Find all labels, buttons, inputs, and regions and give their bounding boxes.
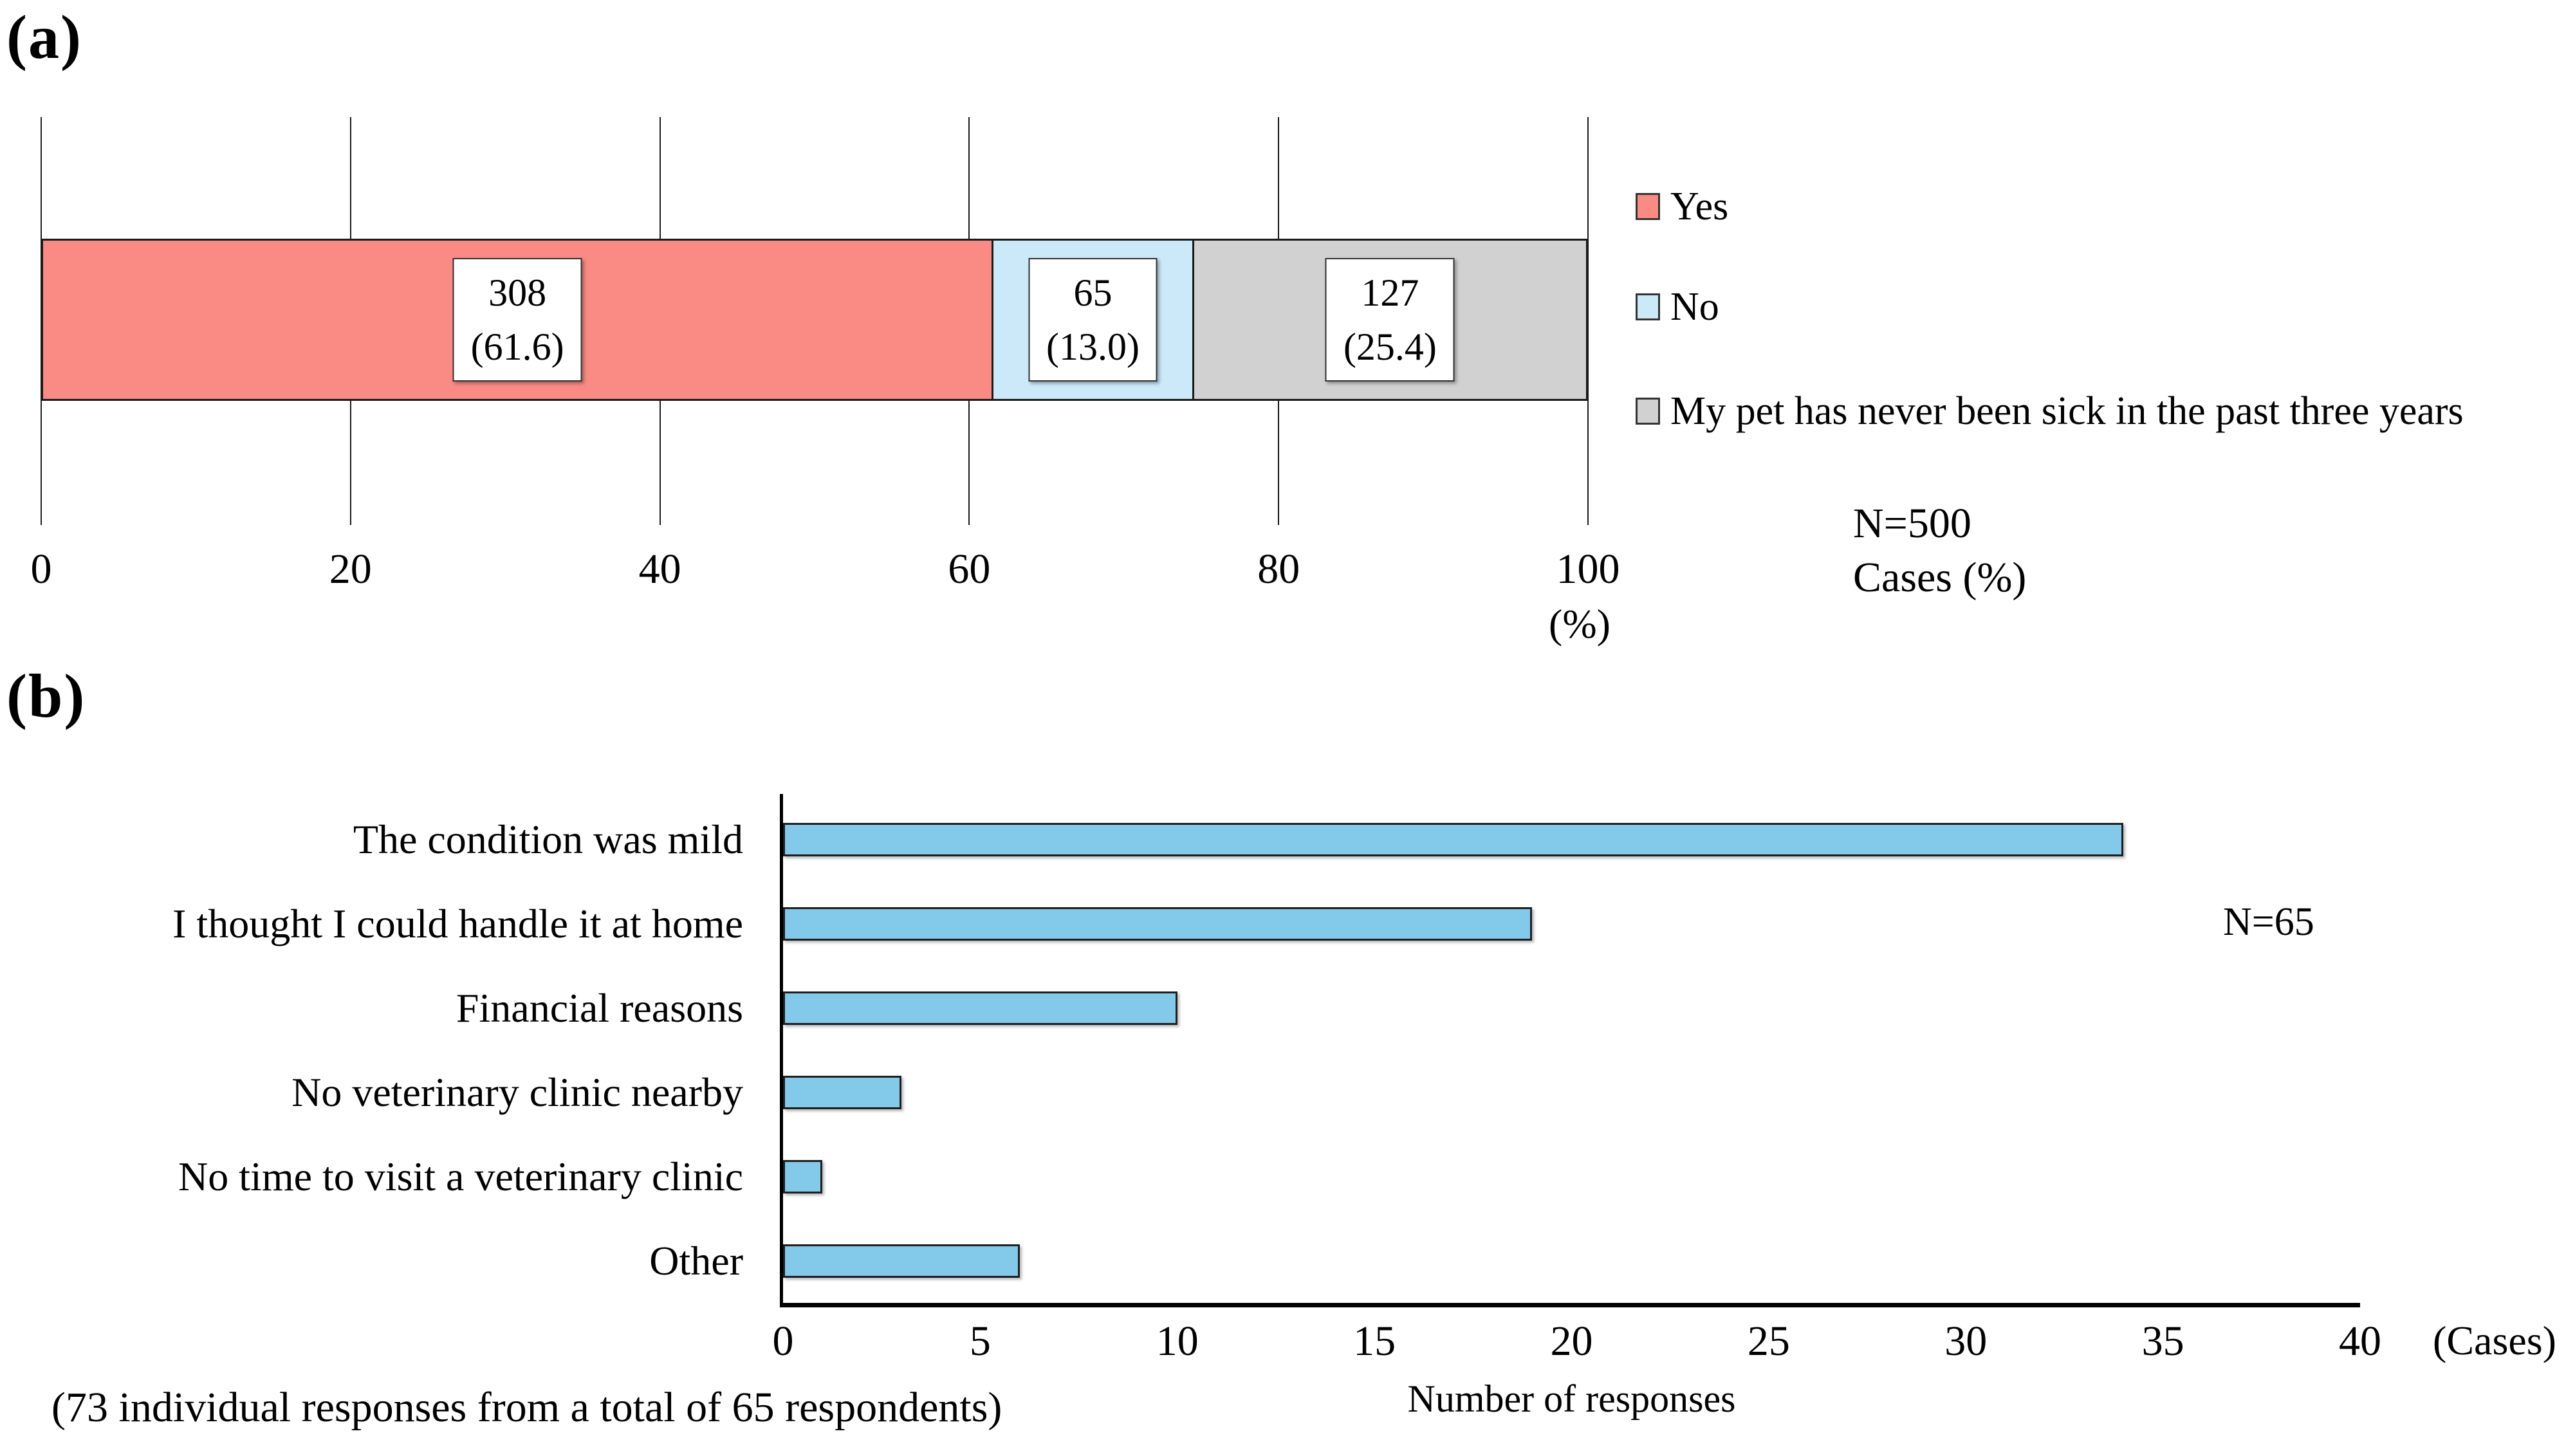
x-tick-label: 40 [638,546,681,593]
x-tick-label: 15 [1353,1318,1396,1365]
panel-a-label: (a) [6,3,82,71]
legend-swatch-no [1636,293,1660,320]
segment-count: 127 [1361,272,1419,314]
x-tick-label: 0 [30,546,52,593]
bar-row [783,1244,2360,1278]
legend-swatch-never-sick [1636,398,1660,425]
bar-row [783,1076,2360,1109]
category-label: The condition was mild [353,816,743,862]
x-tick-label: 100 [1556,546,1620,593]
legend-label: Yes [1670,184,1729,228]
chart-b-plot [780,794,2360,1307]
bar-other [783,1244,1020,1278]
chart-a-cases-label: Cases (%) [1853,554,2027,601]
panel-b-label: (b) [6,661,86,730]
chart-b-ticks: 0 5 10 15 20 25 30 35 40 [773,1318,2382,1372]
gridline [1587,117,1589,525]
bar-no-clinic-nearby [783,1076,901,1109]
chart-a-segment-no: 65 (13.0) [993,241,1194,399]
bar-financial-reasons [783,991,1177,1025]
chart-a-segment-yes: 308 (61.6) [43,241,994,399]
x-tick-label: 5 [969,1318,991,1365]
segment-count: 65 [1073,272,1112,314]
segment-percent: (25.4) [1343,326,1437,368]
legend-swatch-yes [1636,193,1660,220]
chart-b-category-labels: The condition was mild I thought I could… [0,794,743,1307]
x-tick-label: 60 [948,546,991,593]
chart-b-axis-unit: (Cases) [2433,1318,2556,1363]
x-tick-label: 40 [2339,1318,2381,1365]
chart-a-plot: 308 (61.6) 65 (13.0) 127 (25.4) [41,117,1589,525]
chart-b-n-label: N=65 [2223,900,2314,944]
bar-row [783,823,2360,856]
x-tick-label: 35 [2141,1318,2184,1365]
x-tick-label: 20 [329,546,372,593]
x-tick-label: 10 [1156,1318,1199,1365]
chart-a-label-box-no: 65 (13.0) [1028,258,1158,382]
category-label: I thought I could handle it at home [172,901,743,946]
bar-row [783,991,2360,1025]
x-tick-label: 30 [1944,1318,1988,1365]
category-label: No time to visit a veterinary clinic [178,1154,743,1199]
chart-a-label-box-yes: 308 (61.6) [452,258,582,382]
segment-percent: (13.0) [1046,326,1140,368]
segment-percent: (61.6) [470,326,564,368]
x-tick-label: 0 [772,1318,794,1365]
legend-item-never-sick: My pet has never been sick in the past t… [1636,387,2464,436]
bar-handle-at-home [783,907,1533,941]
chart-a-axis-unit: (%) [1549,601,1611,647]
chart-a-stacked-bar: 308 (61.6) 65 (13.0) 127 (25.4) [41,239,1588,401]
chart-a-label-box-never-sick: 127 (25.4) [1325,258,1455,382]
legend-label: My pet has never been sick in the past t… [1670,389,2464,433]
chart-b-axis-title: Number of responses [1407,1378,1736,1420]
chart-a-n-label: N=500 [1853,500,1971,547]
chart-a-ticks: 0 20 40 60 80 100 [31,546,1620,600]
bar-row [783,1160,2360,1193]
x-tick-label: 20 [1550,1318,1593,1365]
bar-condition-mild [783,823,2124,856]
x-tick-label: 25 [1747,1318,1790,1365]
chart-a-segment-never-sick: 127 (25.4) [1194,241,1586,399]
chart-a-notes: N=500 Cases (%) [1853,497,2026,605]
segment-count: 308 [488,272,547,314]
category-label: Other [649,1238,743,1284]
bar-no-time [783,1160,823,1193]
category-label: No veterinary clinic nearby [291,1069,743,1115]
category-label: Financial reasons [456,985,743,1031]
legend-label: No [1670,284,1719,329]
chart-b-footnote: (73 individual responses from a total of… [51,1384,1002,1431]
legend-item-no: No [1636,282,1719,331]
legend-item-yes: Yes [1636,182,1728,231]
bar-row [783,907,2360,941]
x-tick-label: 80 [1257,546,1300,593]
